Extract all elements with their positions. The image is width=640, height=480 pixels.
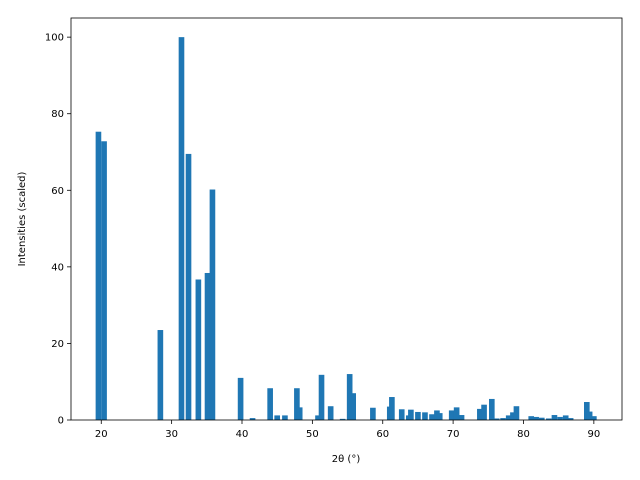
- bar: [489, 398, 495, 420]
- bar: [528, 416, 535, 420]
- x-tick-label: 60: [376, 429, 389, 440]
- bar: [562, 415, 569, 420]
- x-tick-label: 50: [306, 429, 319, 440]
- bar: [350, 393, 356, 420]
- bar: [267, 388, 273, 420]
- bar: [477, 408, 483, 420]
- bar: [458, 415, 465, 420]
- bar: [538, 417, 545, 420]
- y-tick-label: 20: [51, 339, 64, 350]
- bar: [237, 377, 244, 420]
- bar: [505, 415, 512, 420]
- x-axis-label: 2θ (°): [332, 454, 361, 465]
- bar: [274, 415, 280, 420]
- bar: [567, 418, 574, 420]
- bar: [327, 406, 334, 420]
- bar: [157, 330, 164, 420]
- plot-frame: [70, 17, 623, 421]
- bar: [510, 412, 516, 420]
- bar: [370, 407, 376, 420]
- bar: [249, 418, 256, 420]
- bar: [315, 415, 321, 420]
- x-tick-label: 80: [517, 429, 530, 440]
- bar: [294, 388, 300, 420]
- bar: [282, 415, 288, 420]
- bar: [178, 37, 185, 421]
- bar: [500, 418, 506, 420]
- y-tick-label: 100: [45, 33, 64, 44]
- bar: [493, 418, 500, 420]
- bar: [415, 411, 421, 420]
- x-tick-label: 90: [587, 429, 600, 440]
- bar: [481, 404, 487, 420]
- bar: [551, 415, 558, 420]
- bar: [557, 416, 563, 420]
- x-tick-label: 30: [165, 429, 178, 440]
- bar: [513, 406, 520, 420]
- bar: [586, 411, 593, 420]
- bar: [429, 414, 435, 420]
- bar: [448, 410, 455, 420]
- bar: [195, 279, 202, 420]
- bar: [436, 413, 443, 420]
- y-tick-label: 80: [51, 109, 64, 120]
- x-tick-label: 70: [447, 429, 460, 440]
- bar: [584, 402, 590, 420]
- bar: [318, 374, 325, 420]
- y-tick-label: 60: [51, 186, 64, 197]
- bar: [185, 153, 192, 420]
- bar: [422, 412, 428, 420]
- bar: [209, 189, 216, 420]
- bar: [95, 131, 102, 421]
- bar: [398, 409, 405, 420]
- y-tick-label: 0: [58, 416, 64, 427]
- bar: [101, 141, 107, 420]
- bar: [453, 407, 460, 420]
- x-tick-label: 20: [95, 429, 108, 440]
- bar: [546, 418, 552, 420]
- bar: [408, 409, 414, 420]
- bar: [533, 416, 539, 420]
- x-tick-label: 40: [236, 429, 249, 440]
- bar: [389, 397, 395, 420]
- y-tick-label: 40: [51, 262, 64, 273]
- bar: [346, 374, 353, 420]
- bar: [591, 416, 597, 420]
- y-axis-label: Intensities (scaled): [17, 171, 28, 266]
- bar: [339, 418, 346, 420]
- bar: [296, 407, 303, 420]
- bar: [204, 272, 211, 420]
